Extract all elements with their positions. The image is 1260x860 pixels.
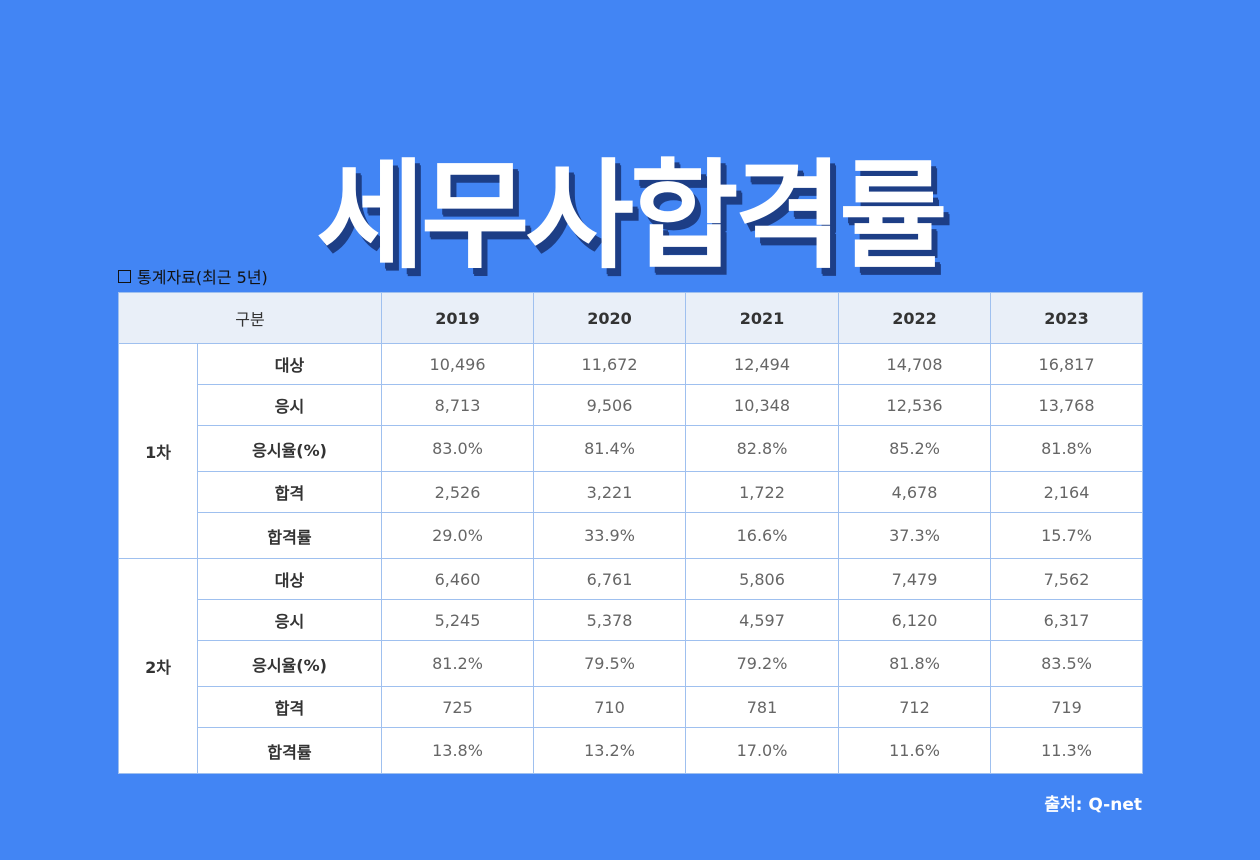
row-label: 응시 [196, 599, 383, 641]
row-label: 합격률 [196, 512, 383, 559]
table-cell: 2,526 [381, 471, 535, 513]
table-cell: 13.2% [533, 727, 687, 774]
table-cell: 33.9% [533, 512, 687, 559]
header-year: 2019 [381, 292, 535, 344]
table-cell: 81.8% [838, 640, 992, 687]
group-label: 2차 [118, 558, 198, 774]
row-label: 응시율(%) [196, 640, 383, 687]
table-row: 응시율(%) 83.0% 81.4% 82.8% 85.2% 81.8% [119, 425, 1144, 472]
table-row: 합격률 13.8% 13.2% 17.0% 11.6% 11.3% [119, 727, 1144, 774]
table-cell: 12,536 [838, 384, 992, 426]
header-year: 2021 [685, 292, 840, 344]
table-cell: 6,460 [381, 558, 535, 600]
table-cell: 12,494 [685, 343, 840, 385]
table-cell: 6,120 [838, 599, 992, 641]
table-cell: 1,722 [685, 471, 840, 513]
table-cell: 85.2% [838, 425, 992, 472]
table-cell: 5,378 [533, 599, 687, 641]
table-row: 합격 725 710 781 712 719 [119, 686, 1144, 728]
table-body: 1차 대상 10,496 11,672 12,494 14,708 16,817 응시 8,71… [118, 343, 1144, 774]
table-cell: 16,817 [990, 343, 1144, 385]
source-credit: 출처: Q-net [1044, 795, 1142, 815]
table-cell: 81.8% [990, 425, 1144, 472]
row-label: 합격 [196, 686, 383, 728]
table-cell: 37.3% [838, 512, 992, 559]
header-label: 구분 [117, 292, 383, 344]
table-row: 응시 5,245 5,378 4,597 6,120 6,317 [119, 599, 1144, 641]
table-header-row: 구분 2019 2020 2021 2022 2023 [117, 292, 1144, 344]
header-year: 2022 [838, 292, 992, 344]
table-cell: 11,672 [533, 343, 687, 385]
table-cell: 83.0% [381, 425, 535, 472]
group-label: 1차 [118, 343, 198, 559]
table-cell: 719 [990, 686, 1144, 728]
row-label: 대상 [196, 558, 383, 600]
header-year: 2020 [533, 292, 687, 344]
page-title: 세무사합격률 [316, 147, 947, 286]
table-row: 응시 8,713 9,506 10,348 12,536 13,768 [119, 384, 1144, 426]
table-cell: 4,597 [685, 599, 840, 641]
table-cell: 79.2% [685, 640, 840, 687]
table-cell: 781 [685, 686, 840, 728]
row-label: 대상 [196, 343, 383, 385]
table-cell: 14,708 [838, 343, 992, 385]
table-cell: 82.8% [685, 425, 840, 472]
table-cell: 81.4% [533, 425, 687, 472]
row-label: 응시 [196, 384, 383, 426]
table-cell: 712 [838, 686, 992, 728]
pass-rate-table: 구분 2019 2020 2021 2022 2023 1차 대상 10,496 11… [117, 292, 1144, 774]
header-year: 2023 [990, 292, 1144, 344]
table-cell: 5,806 [685, 558, 840, 600]
table-cell: 15.7% [990, 512, 1144, 559]
table-cell: 5,245 [381, 599, 535, 641]
table-row: 합격률 29.0% 33.9% 16.6% 37.3% 15.7% [119, 512, 1144, 559]
table-cell: 6,317 [990, 599, 1144, 641]
row-label: 합격률 [196, 727, 383, 774]
table-cell: 9,506 [533, 384, 687, 426]
table-cell: 7,562 [990, 558, 1144, 600]
table-row: 1차 대상 10,496 11,672 12,494 14,708 16,817 [118, 343, 1144, 559]
table-cell: 29.0% [381, 512, 535, 559]
table-cell: 16.6% [685, 512, 840, 559]
section-heading-label: 통계자료(최근 5년) [137, 268, 268, 287]
table-cell: 7,479 [838, 558, 992, 600]
table-cell: 2,164 [990, 471, 1144, 513]
table-cell: 79.5% [533, 640, 687, 687]
checkbox-square-icon [118, 269, 131, 283]
table-cell: 17.0% [685, 727, 840, 774]
table-cell: 83.5% [990, 640, 1144, 687]
table-cell: 6,761 [533, 558, 687, 600]
table-cell: 4,678 [838, 471, 992, 513]
table-cell: 710 [533, 686, 687, 728]
table-cell: 13,768 [990, 384, 1144, 426]
table-cell: 10,496 [381, 343, 535, 385]
row-label: 응시율(%) [196, 425, 383, 472]
table-row: 2차 대상 6,460 6,761 5,806 7,479 7,562 [118, 558, 1144, 774]
table-cell: 3,221 [533, 471, 687, 513]
table-row: 응시율(%) 81.2% 79.5% 79.2% 81.8% 83.5% [119, 640, 1144, 687]
row-label: 합격 [196, 471, 383, 513]
table-cell: 13.8% [381, 727, 535, 774]
table-cell: 10,348 [685, 384, 840, 426]
table-cell: 725 [381, 686, 535, 728]
table-cell: 11.6% [838, 727, 992, 774]
table-cell: 81.2% [381, 640, 535, 687]
section-heading: 통계자료(최근 5년) [118, 264, 268, 288]
table-cell: 8,713 [381, 384, 535, 426]
table-cell: 11.3% [990, 727, 1144, 774]
table-row: 합격 2,526 3,221 1,722 4,678 2,164 [119, 471, 1144, 513]
